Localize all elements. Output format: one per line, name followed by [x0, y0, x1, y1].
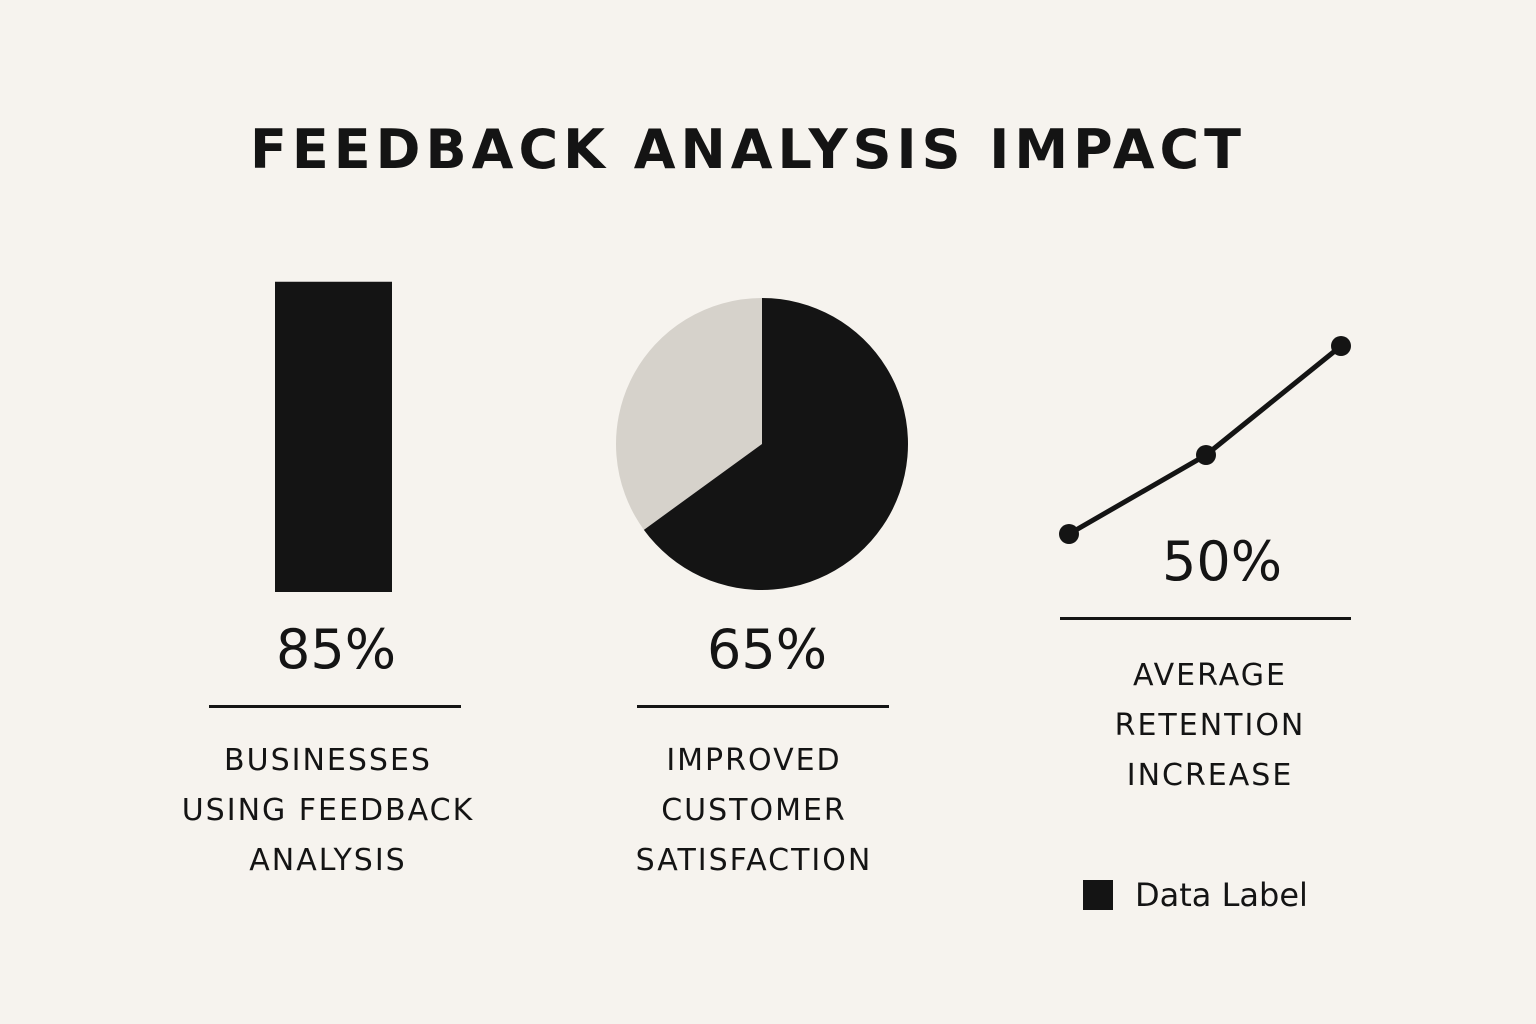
- bar-caption: BUSINESSES USING FEEDBACK ANALYSIS: [181, 743, 475, 878]
- line-value-label: 50%: [1161, 530, 1283, 593]
- bar-value-label: 85%: [275, 618, 397, 681]
- line-point: [1059, 524, 1079, 544]
- divider: [1060, 617, 1351, 620]
- divider: [209, 705, 461, 708]
- line-point: [1196, 445, 1216, 465]
- legend-label: Data Label: [1135, 876, 1308, 914]
- bar-mark: [275, 281, 392, 592]
- pie-slice-remainder: [616, 298, 762, 530]
- divider: [637, 705, 889, 708]
- chart-title: FEEDBACK ANALYSIS IMPACT: [250, 118, 1246, 181]
- pie-value-label: 65%: [706, 618, 828, 681]
- pie-caption: IMPROVED CUSTOMER SATISFACTION: [635, 743, 873, 878]
- line-series: [1067, 344, 1343, 537]
- legend-swatch: [1083, 880, 1113, 910]
- pie-slice-value: [643, 298, 908, 590]
- line-point: [1331, 336, 1351, 356]
- line-caption: AVERAGE RETENTION INCREASE: [1114, 658, 1306, 793]
- legend: Data Label: [1083, 876, 1308, 914]
